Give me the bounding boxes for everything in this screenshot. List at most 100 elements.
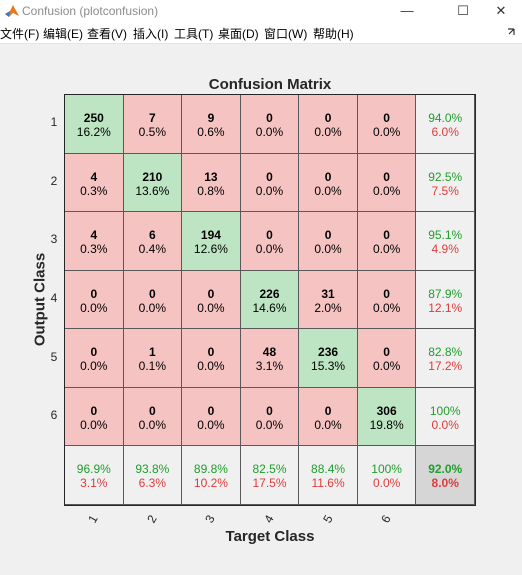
cell-primary-value: 0	[324, 169, 332, 184]
cell-secondary-value: 14.6%	[252, 300, 287, 315]
menu-view[interactable]: 查看(V)	[87, 27, 127, 41]
matrix-cell: 31 2.0%	[299, 270, 358, 330]
menu-tools[interactable]: 工具(T)	[174, 27, 214, 41]
matrix-cell: 7 0.5%	[123, 95, 183, 154]
cell-primary-value: 0	[149, 403, 156, 418]
column-summary-cell: 93.8% 6.3%	[123, 446, 183, 505]
cell-primary-value: 0	[324, 403, 332, 418]
cell-primary-value: 92.0%	[428, 462, 463, 477]
row-summary-cell: 82.8% 17.2%	[416, 329, 475, 388]
matrix-cell: 0 0.0%	[240, 95, 300, 154]
cell-secondary-value: 0.3%	[80, 183, 108, 198]
y-tick-label: 3	[50, 232, 58, 247]
cell-primary-value: 0	[266, 169, 273, 184]
cell-secondary-value: 0.0%	[138, 300, 167, 315]
cell-secondary-value: 0.0%	[80, 359, 108, 374]
cell-secondary-value: 12.6%	[193, 242, 228, 257]
cell-secondary-value: 7.5%	[431, 183, 459, 198]
cell-secondary-value: 13.6%	[135, 183, 170, 198]
cell-primary-value: 94.0%	[428, 111, 463, 125]
cell-secondary-value: 0.0%	[197, 359, 225, 374]
cell-secondary-value: 0.3%	[80, 242, 108, 257]
menu-bar: 文件(F) 编辑(E) 查看(V) 插入(I) 工具(T) 桌面(D) 窗口(W…	[0, 22, 522, 44]
cell-primary-value: 48	[262, 345, 277, 360]
cell-primary-value: 95.1%	[428, 228, 463, 243]
minimize-button[interactable]: —	[400, 3, 414, 18]
y-tick-label: 4	[50, 291, 58, 305]
column-summary-cell: 100% 0.0%	[357, 446, 417, 505]
row-summary-cell: 95.1% 4.9%	[416, 212, 475, 271]
matrix-cell: 194 12.6%	[182, 212, 241, 271]
cell-primary-value: 4	[90, 228, 98, 243]
confusion-matrix: 250 16.2% 7 0.5% 9 0.6% 0 0.0% 0 0.0% 0 0.0% 94.0% 6.…	[64, 94, 476, 506]
cell-primary-value: 194	[200, 228, 221, 243]
cell-primary-value: 0	[383, 286, 390, 301]
cell-primary-value: 6	[149, 228, 156, 243]
matrix-cell: 0 0.0%	[299, 153, 358, 213]
matrix-cell: 0 0.0%	[357, 212, 417, 271]
x-axis-label: Target Class	[225, 528, 315, 545]
matrix-cell: 0 0.0%	[357, 153, 417, 213]
y-tick-label: 2	[50, 173, 58, 188]
maximize-button[interactable]: ☐	[457, 3, 469, 18]
cell-primary-value: 0	[266, 228, 273, 243]
cell-secondary-value: 0.0%	[372, 300, 401, 315]
cell-secondary-value: 0.0%	[255, 242, 284, 257]
row-summary-cell: 87.9% 12.1%	[416, 270, 475, 330]
menu-file[interactable]: 文件(F)	[0, 27, 40, 41]
menu-help[interactable]: 帮助(H)	[313, 27, 354, 41]
cell-secondary-value: 3.1%	[80, 476, 108, 491]
y-tick-label: 5	[50, 349, 58, 364]
menu-desktop[interactable]: 桌面(D)	[218, 27, 259, 41]
cell-secondary-value: 0.0%	[197, 300, 225, 315]
cell-secondary-value: 0.0%	[80, 417, 108, 432]
cell-primary-value: 13	[204, 169, 218, 184]
matrix-cell: 1 0.1%	[123, 329, 183, 388]
matrix-cell: 0 0.0%	[299, 95, 358, 154]
matrix-cell: 4 0.3%	[65, 212, 124, 271]
row-summary-cell: 92.5% 7.5%	[416, 153, 475, 213]
menu-edit[interactable]: 编辑(E)	[43, 27, 83, 41]
matrix-cell: 13 0.8%	[182, 153, 241, 213]
cell-primary-value: 82.5%	[252, 462, 287, 477]
matrix-cell: 0 0.0%	[182, 387, 241, 447]
cell-primary-value: 100%	[371, 462, 402, 477]
cell-secondary-value: 0.0%	[314, 242, 342, 257]
overall-accuracy-cell: 92.0% 8.0%	[416, 446, 475, 505]
matrix-cell: 9 0.6%	[182, 95, 241, 154]
y-tick-label: 1	[50, 115, 58, 130]
cell-secondary-value: 0.0%	[431, 417, 459, 432]
cell-primary-value: 0	[324, 111, 332, 125]
dock-arrow-icon[interactable]	[506, 26, 518, 38]
matrix-cell: 210 13.6%	[123, 153, 183, 213]
matlab-logo-icon	[5, 5, 19, 17]
matrix-cell: 0 0.0%	[357, 270, 417, 330]
cell-primary-value: 1	[149, 345, 156, 360]
cell-primary-value: 0	[207, 345, 215, 360]
cell-primary-value: 9	[207, 111, 215, 125]
cell-primary-value: 0	[149, 286, 156, 301]
cell-secondary-value: 0.5%	[138, 125, 167, 139]
cell-primary-value: 89.8%	[193, 462, 228, 477]
menu-insert[interactable]: 插入(I)	[133, 27, 169, 41]
cell-secondary-value: 12.1%	[428, 300, 463, 315]
cell-primary-value: 0	[207, 286, 215, 301]
row-summary-cell: 100% 0.0%	[416, 387, 475, 447]
matrix-cell: 226 14.6%	[240, 270, 300, 330]
cell-primary-value: 0	[324, 228, 332, 243]
cell-primary-value: 88.4%	[311, 462, 346, 477]
matrix-cell: 306 19.8%	[357, 387, 417, 447]
cell-secondary-value: 19.8%	[369, 417, 404, 432]
cell-secondary-value: 0.4%	[138, 242, 167, 257]
close-button[interactable]: ✕	[495, 3, 507, 18]
matrix-cell: 0 0.0%	[182, 270, 241, 330]
plot-title: Confusion Matrix	[208, 76, 332, 93]
cell-primary-value: 31	[321, 286, 335, 301]
cell-primary-value: 92.5%	[428, 169, 463, 184]
cell-secondary-value: 6.3%	[138, 476, 167, 491]
cell-secondary-value: 0.0%	[372, 125, 401, 139]
cell-primary-value: 4	[90, 169, 98, 184]
matrix-cell: 48 3.1%	[240, 329, 300, 388]
cell-primary-value: 82.8%	[428, 345, 463, 360]
menu-window[interactable]: 窗口(W)	[264, 27, 308, 41]
